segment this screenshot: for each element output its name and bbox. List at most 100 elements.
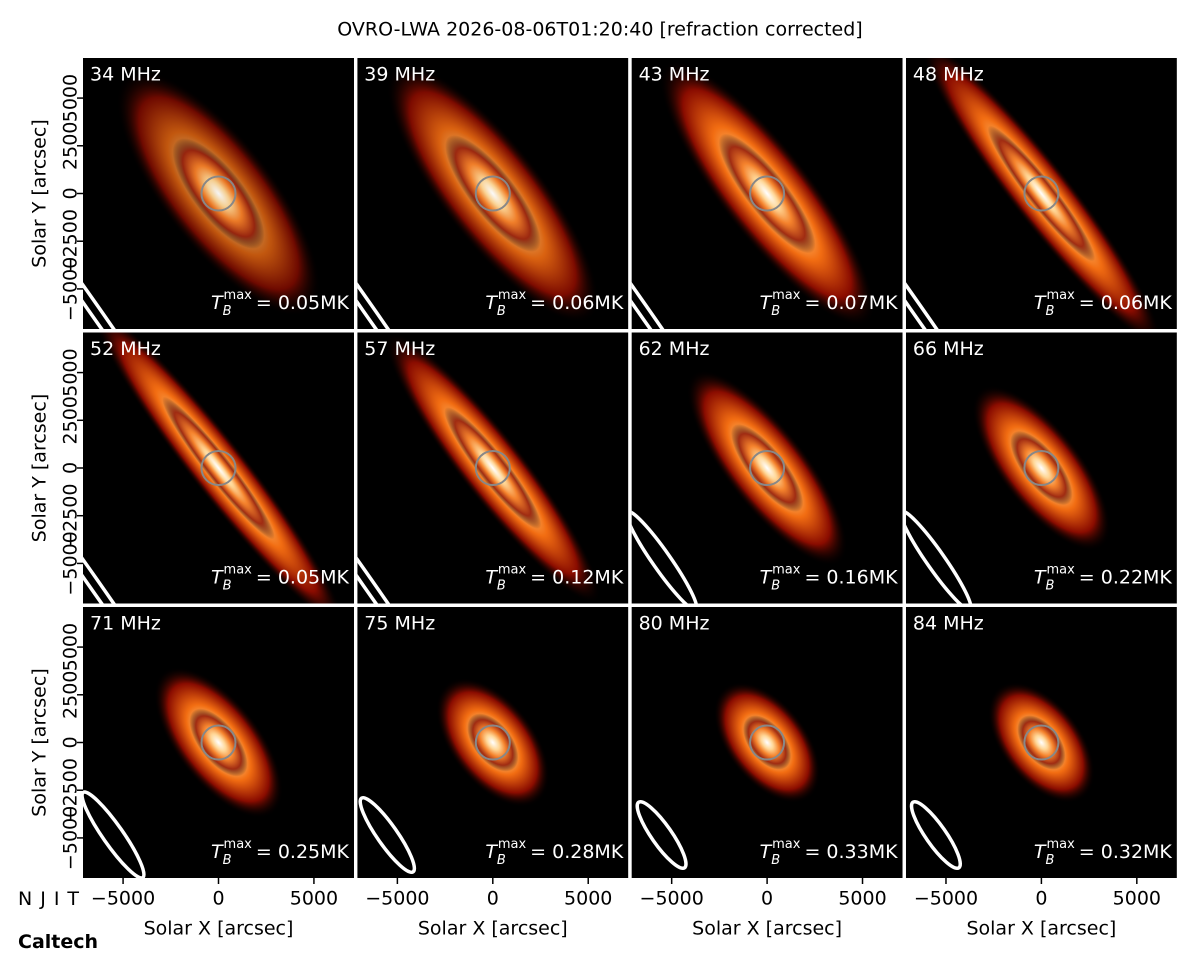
solar-disk xyxy=(1023,450,1060,486)
emission-core xyxy=(445,135,541,252)
y-tick-label: −5000 xyxy=(60,257,82,321)
x-tick-label: 0 xyxy=(1035,888,1047,910)
panel xyxy=(83,607,354,878)
y-tick-label: 5000 xyxy=(60,623,82,671)
emission-core xyxy=(743,715,792,770)
tb-symbol: T xyxy=(760,567,773,589)
y-tick-label: 0 xyxy=(60,462,82,474)
frequency-label: 57 MHz xyxy=(364,338,435,360)
y-tick-label: −2500 xyxy=(60,484,82,548)
tb-symbol: T xyxy=(760,841,773,863)
emission-core xyxy=(467,713,519,772)
y-tick-label: 0 xyxy=(60,187,82,199)
solar-disk xyxy=(749,724,786,761)
panel xyxy=(357,58,629,329)
tb-symbol-sup: max xyxy=(498,563,527,578)
tb-symbol: T xyxy=(1034,841,1047,863)
tb-symbol-sup: max xyxy=(772,563,801,578)
tb-max-value: = 0.06MK xyxy=(530,292,624,314)
y-tick-label: 2500 xyxy=(60,396,82,444)
tb-max-value: = 0.05MK xyxy=(256,567,350,589)
tb-symbol: T xyxy=(1034,567,1047,589)
tb-max-label: TBmax = 0.06MK xyxy=(485,288,624,319)
logo-njit: NJIT xyxy=(18,888,87,910)
emission-core xyxy=(162,396,275,540)
tb-symbol-sup: max xyxy=(224,837,253,852)
tb-symbol-sub: B xyxy=(223,579,232,594)
tb-max-label: TBmax = 0.05MK xyxy=(211,563,350,594)
panel xyxy=(631,607,903,878)
y-tick-label: −2500 xyxy=(60,758,82,822)
tb-max-label: TBmax = 0.28MK xyxy=(485,837,624,868)
emission-core xyxy=(189,708,248,777)
emission-core xyxy=(718,133,816,254)
solar-disk xyxy=(474,175,511,212)
title: OVRO-LWA 2026-08-06T01:20:40 [refraction… xyxy=(337,19,862,41)
solar-disk xyxy=(474,724,511,761)
emission-core xyxy=(444,407,542,529)
tb-max-value: = 0.32MK xyxy=(1079,841,1173,863)
x-tick-label: −5000 xyxy=(365,888,429,910)
y-tick-label: 5000 xyxy=(60,74,82,122)
y-tick-label: −2500 xyxy=(60,209,82,273)
beam xyxy=(905,509,973,604)
solar-disk xyxy=(200,724,237,761)
beam xyxy=(631,191,724,329)
beam xyxy=(631,509,699,604)
x-tick-label: 5000 xyxy=(1113,888,1161,910)
frequency-label: 80 MHz xyxy=(639,613,710,635)
tb-max-value: = 0.05MK xyxy=(256,292,350,314)
frequency-label: 71 MHz xyxy=(90,613,161,635)
tb-symbol-sub: B xyxy=(223,853,232,868)
beam xyxy=(358,795,417,875)
tb-max-label: TBmax = 0.05MK xyxy=(211,288,350,319)
solar-disk xyxy=(1023,175,1060,212)
tb-max-label: TBmax = 0.32MK xyxy=(1034,837,1173,868)
y-axis-label: Solar Y [arcsec] xyxy=(29,394,51,542)
tb-max-value: = 0.06MK xyxy=(1079,292,1173,314)
solar-disk xyxy=(749,175,786,212)
tb-max-label: TBmax = 0.33MK xyxy=(760,837,899,868)
panel xyxy=(631,58,903,329)
tb-max-label: TBmax = 0.12MK xyxy=(485,563,624,594)
x-tick-label: 5000 xyxy=(564,888,612,910)
frequency-label: 43 MHz xyxy=(639,64,710,86)
tb-max-value: = 0.16MK xyxy=(804,567,898,589)
x-tick-label: 5000 xyxy=(838,888,886,910)
tb-symbol-sup: max xyxy=(224,563,253,578)
y-tick-label: 5000 xyxy=(60,348,82,396)
beam xyxy=(83,790,146,878)
emission-core xyxy=(1017,715,1066,770)
x-tick-label: −5000 xyxy=(91,888,155,910)
tb-max-value: = 0.25MK xyxy=(256,841,350,863)
panel xyxy=(905,607,1177,878)
x-tick-label: 0 xyxy=(761,888,773,910)
y-tick-label: 2500 xyxy=(60,671,82,719)
beam xyxy=(909,799,963,871)
tb-symbol: T xyxy=(485,841,498,863)
tb-symbol-sub: B xyxy=(771,853,780,868)
frequency-label: 84 MHz xyxy=(913,613,984,635)
y-tick-label: −5000 xyxy=(60,531,82,595)
emission-core xyxy=(172,138,265,249)
tb-max-value: = 0.33MK xyxy=(804,841,898,863)
tb-symbol-sub: B xyxy=(223,304,232,319)
tb-symbol-sup: max xyxy=(772,837,801,852)
tb-symbol-sub: B xyxy=(497,853,506,868)
y-axis-label: Solar Y [arcsec] xyxy=(29,119,51,267)
frequency-label: 39 MHz xyxy=(364,64,435,86)
beam xyxy=(905,191,999,329)
solar-disk xyxy=(474,450,511,486)
x-axis-label: Solar X [arcsec] xyxy=(144,918,294,940)
tb-symbol-sup: max xyxy=(498,288,527,303)
tb-max-value: = 0.12MK xyxy=(530,567,624,589)
tb-symbol-sub: B xyxy=(771,304,780,319)
tb-symbol: T xyxy=(1034,292,1047,314)
tb-symbol-sub: B xyxy=(497,304,506,319)
tb-symbol-sub: B xyxy=(497,579,506,594)
x-tick-label: 5000 xyxy=(290,888,338,910)
tb-symbol-sup: max xyxy=(498,837,527,852)
tb-symbol-sup: max xyxy=(224,288,253,303)
frequency-label: 34 MHz xyxy=(90,64,161,86)
